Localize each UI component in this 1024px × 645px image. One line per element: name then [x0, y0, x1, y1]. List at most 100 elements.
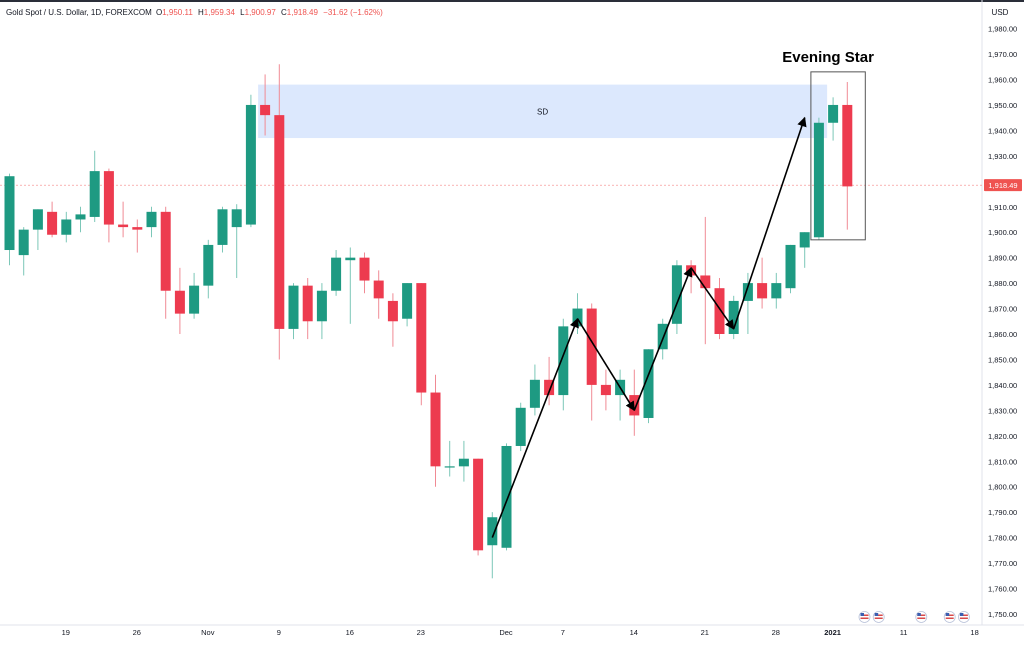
- time-axis[interactable]: 19 26 Nov 9 16 23 Dec 7 14 21 28 2021 11 18: [62, 628, 979, 637]
- pattern-label: Evening Star: [782, 49, 874, 66]
- candle-body-up: [828, 104, 839, 123]
- candle-body-down: [714, 288, 725, 334]
- time-tick-label: 26: [133, 628, 141, 637]
- candle-body-up: [146, 211, 157, 228]
- candle-body-down: [132, 227, 143, 230]
- flag-stripe: [874, 617, 883, 619]
- candle: [458, 440, 469, 482]
- flag-stripe: [945, 617, 954, 619]
- candle: [515, 402, 526, 452]
- candle: [132, 219, 143, 253]
- candle-body-down: [160, 211, 171, 291]
- candle: [217, 206, 228, 253]
- candle: [302, 278, 313, 340]
- candle: [643, 349, 654, 424]
- price-tick-label: 1,900.00: [988, 228, 1017, 237]
- candle: [373, 270, 384, 319]
- candle: [785, 244, 796, 294]
- time-tick-label: 11: [900, 628, 908, 637]
- price-tick-label: 1,840.00: [988, 381, 1017, 390]
- candle-body-up: [515, 407, 526, 446]
- candle: [4, 173, 15, 266]
- candle: [586, 303, 597, 421]
- flag-canton: [874, 613, 879, 616]
- time-tick-label: 19: [62, 628, 70, 637]
- evening-star-box: [810, 71, 866, 241]
- candle-layer: [4, 64, 853, 579]
- candle-body-up: [444, 466, 455, 468]
- ohlc-high-key: H: [198, 8, 204, 17]
- candle: [146, 206, 157, 238]
- price-tick-label: 1,870.00: [988, 305, 1017, 314]
- candle: [245, 94, 256, 228]
- candle-body-down: [103, 171, 114, 225]
- price-tick-label: 1,980.00: [988, 25, 1017, 34]
- candle-body-down: [473, 458, 484, 551]
- candle: [89, 150, 100, 223]
- candle-body-up: [643, 349, 654, 418]
- trend-arrow: [576, 318, 635, 412]
- trend-arrow: [491, 317, 579, 538]
- time-tick-label: 18: [970, 628, 978, 637]
- candle: [345, 247, 356, 324]
- candle: [160, 206, 171, 319]
- price-axis[interactable]: 1,750.00 1,760.00 1,770.00 1,780.00 1,790.00…: [984, 25, 1022, 619]
- flag-stripe: [860, 614, 869, 616]
- ohlc-close-value: 1,918.49: [287, 8, 319, 17]
- candle-body-up: [231, 209, 242, 228]
- price-tick-label: 1,770.00: [988, 559, 1017, 568]
- price-tick-label: 1,830.00: [988, 406, 1017, 415]
- time-tick-label: Dec: [499, 628, 513, 637]
- us-flag-icon: [943, 611, 956, 623]
- candle-body-up: [75, 214, 86, 220]
- ohlc-legend: O1,950.11 H1,959.34 L1,900.97 C1,918.49 …: [156, 8, 383, 17]
- candle: [828, 97, 839, 141]
- candle: [487, 512, 498, 579]
- price-tick-label: 1,910.00: [988, 203, 1017, 212]
- trend-arrow: [690, 267, 735, 330]
- price-tick-label: 1,850.00: [988, 355, 1017, 364]
- candle: [842, 82, 853, 230]
- flag-stripe: [945, 614, 954, 616]
- candle-body-down: [842, 104, 853, 187]
- candle-body-up: [203, 244, 214, 286]
- candle-body-up: [657, 323, 668, 350]
- flag-stripe: [874, 614, 883, 616]
- candle-body-up: [728, 300, 739, 334]
- candle-body-up: [813, 122, 824, 238]
- time-tick-label: 9: [277, 628, 281, 637]
- candle: [103, 168, 114, 243]
- flag-canton: [959, 613, 964, 616]
- candle: [274, 64, 285, 360]
- candle: [359, 252, 370, 294]
- candle-body-up: [61, 219, 72, 235]
- time-tick-label: 23: [417, 628, 425, 637]
- ohlc-low-key: L: [240, 8, 245, 17]
- candle: [174, 267, 185, 334]
- candle-body-up: [501, 445, 512, 548]
- ohlc-open-value: 1,950.11: [162, 8, 193, 17]
- price-tick-label: 1,950.00: [988, 101, 1017, 110]
- candle: [813, 117, 824, 240]
- candle: [757, 257, 768, 309]
- candle-body-up: [771, 283, 782, 299]
- candle-body-up: [799, 232, 810, 248]
- candle-body-down: [757, 283, 768, 299]
- candle-body-down: [260, 104, 271, 116]
- symbol-title: Gold Spot / U.S. Dollar, 1D, FOREXCOM: [6, 8, 152, 17]
- price-tick-label: 1,800.00: [988, 483, 1017, 492]
- candle: [615, 369, 626, 421]
- time-tick-label: 16: [346, 628, 354, 637]
- us-flag-icon: [958, 611, 970, 623]
- candle: [47, 201, 58, 238]
- price-tick-label: 1,790.00: [988, 508, 1017, 517]
- time-tick-label: 21: [701, 628, 709, 637]
- flag-canton: [917, 613, 921, 616]
- event-flags: [858, 611, 970, 623]
- candle: [473, 458, 484, 556]
- candle-body-down: [174, 290, 185, 314]
- candle: [529, 364, 540, 416]
- zone-label: SD: [537, 107, 548, 116]
- candle-body-down: [600, 384, 611, 396]
